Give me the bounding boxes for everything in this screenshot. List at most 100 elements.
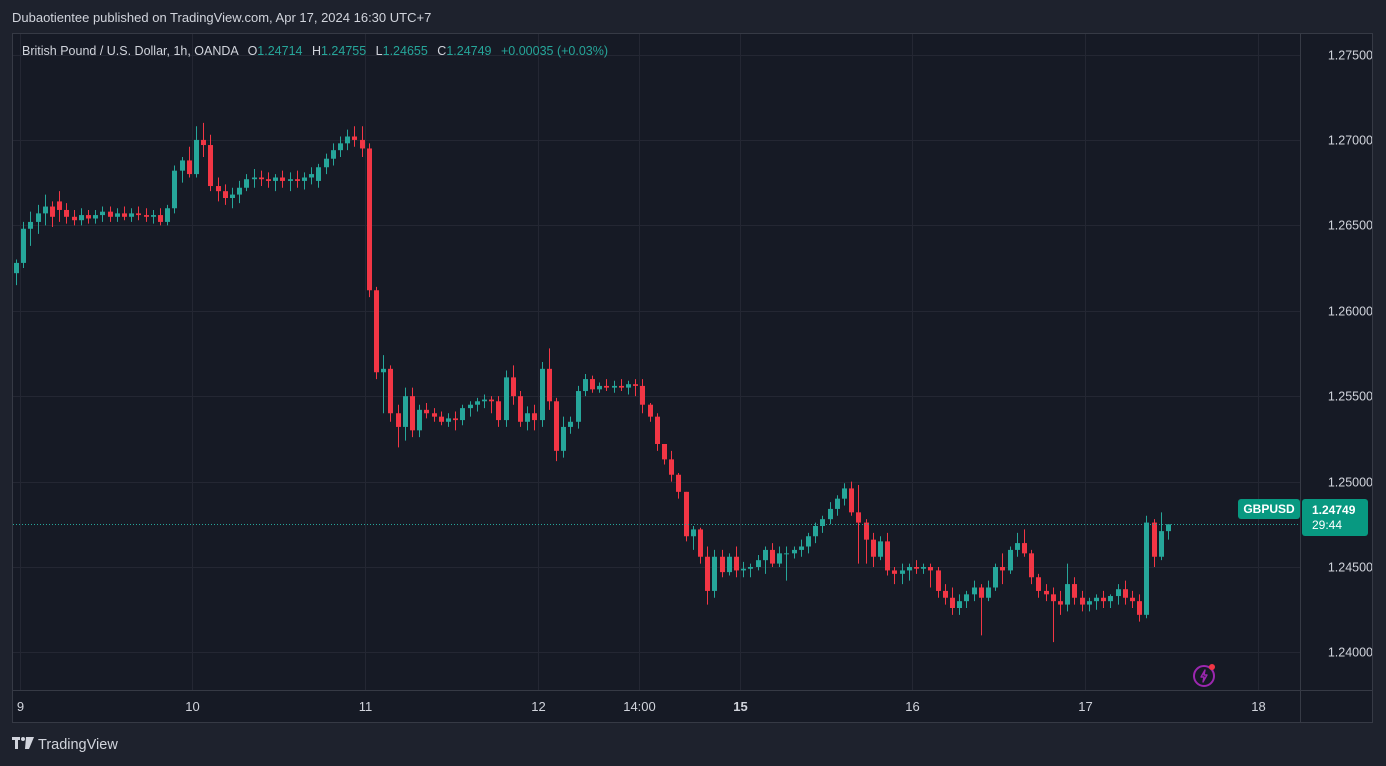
candle-body (352, 136, 357, 140)
candle (928, 563, 933, 588)
candle (727, 553, 732, 576)
bar-countdown: 29:44 (1312, 518, 1343, 532)
candle-body (799, 546, 804, 550)
candle (280, 170, 285, 188)
candle (1166, 524, 1171, 540)
candle (360, 126, 365, 157)
candle (453, 411, 458, 431)
candle-body (554, 401, 559, 451)
candle-body (583, 379, 588, 392)
candle (964, 590, 969, 608)
candle (1152, 519, 1157, 567)
candle-body (93, 215, 98, 219)
candle-body (1051, 594, 1056, 602)
candle-body (604, 385, 609, 388)
y-tick-label: 1.27000 (1328, 134, 1373, 148)
candle-body (972, 587, 977, 595)
candle (734, 546, 739, 578)
candle-body (597, 385, 602, 390)
candle-body (727, 556, 732, 573)
candle (309, 167, 314, 185)
candle (244, 174, 249, 192)
candle-body (1065, 584, 1070, 605)
candle (36, 204, 41, 234)
symbol-tag[interactable]: GBPUSD (1238, 499, 1300, 519)
candle-body (345, 136, 350, 144)
candle (518, 391, 523, 427)
candle (201, 122, 206, 157)
chart-panel[interactable]: 1.27500 1.27000 1.26500 1.26000 1.25500 1.250… (12, 33, 1373, 723)
candle-body (576, 391, 581, 422)
candle-body (259, 177, 264, 180)
candle-body (1130, 597, 1135, 602)
candle (770, 543, 775, 567)
candle-body (662, 444, 667, 460)
tradingview-logo-icon (12, 737, 34, 753)
candle (705, 546, 710, 605)
candle (568, 416, 573, 434)
candle-body (907, 567, 912, 571)
candle-body (684, 491, 689, 537)
candle-body (244, 179, 249, 188)
candle-body (144, 215, 149, 217)
candle (655, 413, 660, 451)
candlestick-chart[interactable]: 1.27500 1.27000 1.26500 1.26000 1.25500 1.250… (13, 34, 1373, 723)
candle-body (885, 541, 890, 571)
x-tick-label: 15 (733, 699, 747, 714)
candle (115, 208, 120, 222)
candle (338, 136, 343, 157)
candle-body (475, 401, 480, 405)
candle (331, 143, 336, 166)
close-label: C (437, 44, 447, 58)
candle (828, 502, 833, 525)
candle-body (417, 409, 422, 431)
candle (1000, 553, 1005, 585)
grid-lines (13, 34, 1300, 690)
candle-body (1087, 601, 1092, 605)
candle (180, 157, 185, 183)
candle-body (626, 384, 631, 388)
candle-body (489, 399, 494, 402)
candle (1044, 584, 1049, 602)
candle-body (993, 567, 998, 588)
candle (1159, 512, 1164, 561)
candle (273, 174, 278, 192)
candle-body (1008, 549, 1013, 571)
candle (691, 526, 696, 550)
candle-body (1123, 589, 1128, 598)
candle-body (648, 404, 653, 417)
candle (295, 170, 300, 188)
candle (748, 563, 753, 578)
candle (576, 385, 581, 429)
candle (864, 519, 869, 564)
candle-body (1166, 524, 1171, 532)
candle-body (1058, 601, 1063, 605)
candle-body (511, 377, 516, 397)
candle-body (698, 529, 703, 557)
candle-body (266, 179, 271, 181)
candle-body (360, 139, 365, 149)
candle (396, 404, 401, 448)
candle-body (964, 594, 969, 602)
candle (669, 450, 674, 482)
candle (1058, 590, 1063, 615)
y-tick-label: 1.27500 (1328, 49, 1373, 63)
candle-body (331, 150, 336, 159)
candle (554, 397, 559, 462)
candle (957, 594, 962, 615)
candle (1072, 577, 1077, 605)
candle-body (914, 567, 919, 569)
candle (79, 208, 84, 226)
lightning-alert-icon[interactable] (1192, 662, 1218, 688)
candle-body (280, 177, 285, 181)
tradingview-logo[interactable]: TradingView (12, 737, 118, 753)
candle-body (741, 568, 746, 571)
candle (259, 170, 264, 187)
candle-body (201, 139, 206, 146)
candle-body (223, 191, 228, 198)
candle-body (864, 522, 869, 540)
candle (1036, 573, 1041, 598)
open-label: O (247, 44, 258, 58)
candle (172, 165, 177, 214)
candle-body (72, 216, 77, 221)
